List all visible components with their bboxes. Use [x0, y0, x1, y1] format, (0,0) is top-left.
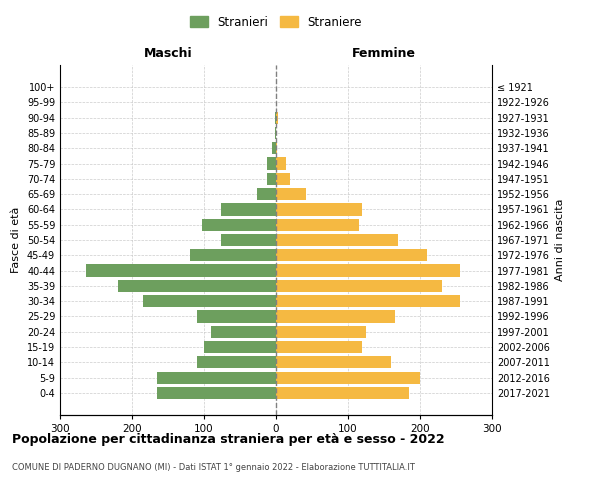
Bar — [276, 310, 395, 322]
Bar — [268, 172, 276, 185]
Text: Maschi: Maschi — [143, 47, 193, 60]
Bar — [257, 188, 276, 200]
Bar — [276, 234, 398, 246]
Bar — [211, 326, 276, 338]
Bar — [276, 264, 460, 276]
Bar — [157, 387, 276, 399]
Bar — [202, 218, 276, 231]
Text: COMUNE DI PADERNO DUGNANO (MI) - Dati ISTAT 1° gennaio 2022 - Elaborazione TUTTI: COMUNE DI PADERNO DUGNANO (MI) - Dati IS… — [12, 462, 415, 471]
Bar — [276, 112, 278, 124]
Text: Popolazione per cittadinanza straniera per età e sesso - 2022: Popolazione per cittadinanza straniera p… — [12, 432, 445, 446]
Bar — [190, 249, 276, 262]
Bar — [276, 204, 362, 216]
Bar — [276, 172, 290, 185]
Bar — [157, 372, 276, 384]
Bar — [118, 280, 276, 292]
Y-axis label: Anni di nascita: Anni di nascita — [556, 198, 565, 281]
Bar — [275, 127, 276, 139]
Bar — [276, 142, 277, 154]
Bar — [276, 372, 420, 384]
Bar — [272, 142, 276, 154]
Bar — [143, 295, 276, 308]
Bar — [276, 158, 286, 170]
Bar — [276, 295, 460, 308]
Bar — [276, 387, 409, 399]
Bar — [266, 158, 276, 170]
Text: Femmine: Femmine — [352, 47, 416, 60]
Bar — [276, 280, 442, 292]
Bar — [276, 188, 306, 200]
Legend: Stranieri, Straniere: Stranieri, Straniere — [185, 11, 367, 34]
Bar — [197, 356, 276, 368]
Bar — [276, 356, 391, 368]
Bar — [221, 234, 276, 246]
Bar — [221, 204, 276, 216]
Bar — [275, 112, 276, 124]
Bar — [276, 341, 362, 353]
Bar — [204, 341, 276, 353]
Bar — [86, 264, 276, 276]
Bar — [276, 326, 366, 338]
Bar — [197, 310, 276, 322]
Bar — [276, 218, 359, 231]
Y-axis label: Fasce di età: Fasce di età — [11, 207, 21, 273]
Bar — [276, 249, 427, 262]
